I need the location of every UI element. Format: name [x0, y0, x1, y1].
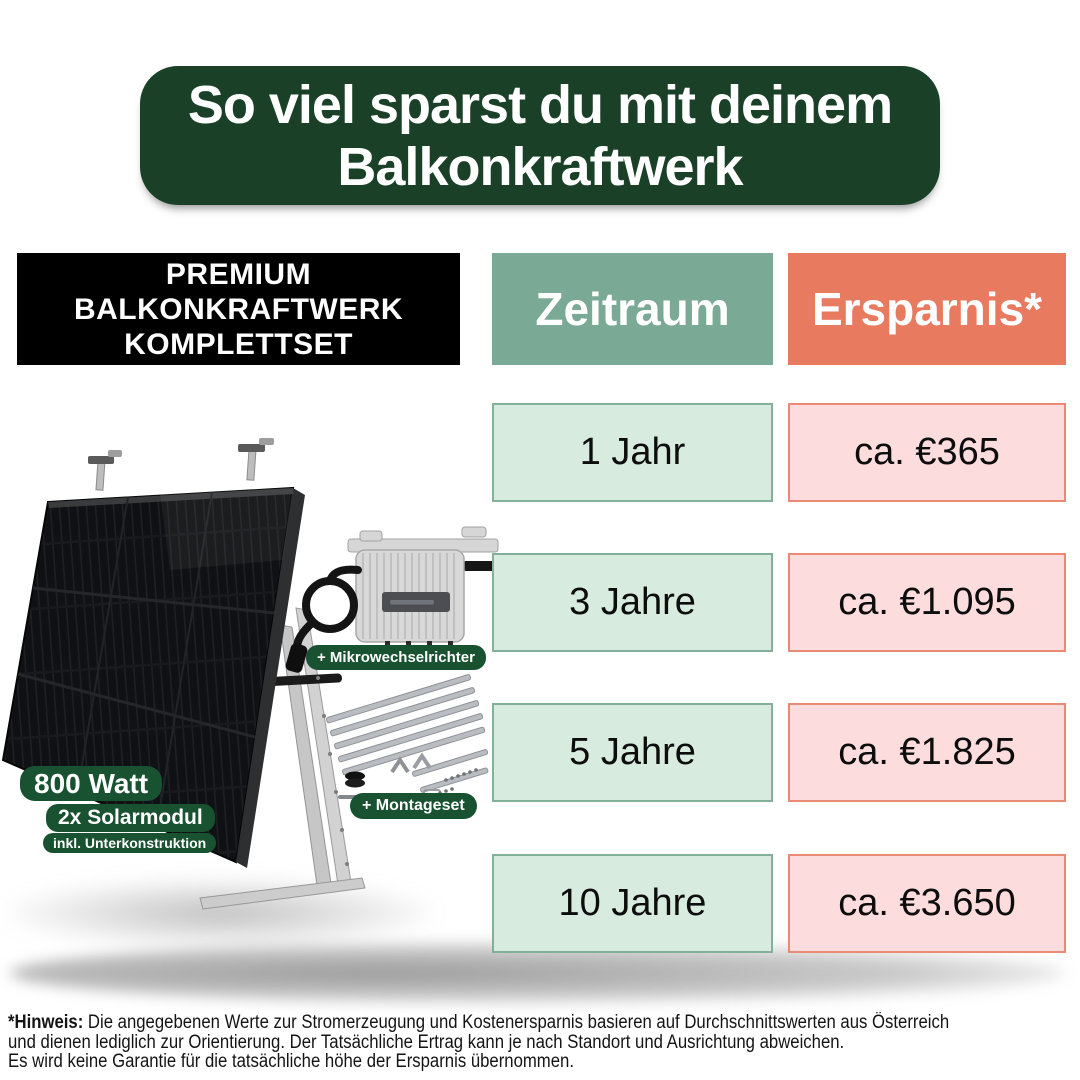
- panel-clamps: [88, 438, 274, 491]
- table-cell-savings-1: ca. €365: [788, 403, 1066, 502]
- table-cell-savings-3: ca. €1.825: [788, 703, 1066, 802]
- title-line-2: Balkonkraftwerk: [337, 136, 743, 197]
- product-header-line-3: KOMPLETTSET: [124, 327, 353, 361]
- mounting-badge: + Montageset: [350, 793, 477, 819]
- column-header-ersparnis: Ersparnis*: [788, 253, 1066, 365]
- inverter-badge: + Mikrowechselrichter: [306, 645, 486, 670]
- product-header: PREMIUM BALKONKRAFTWERK KOMPLETTSET: [17, 253, 460, 365]
- product-shadow: [5, 878, 435, 948]
- footnote: *Hinweis: Die angegebenen Werte zur Stro…: [8, 1013, 1064, 1072]
- column-header-zeitraum: Zeitraum: [492, 253, 773, 365]
- table-cell-savings-4: ca. €3.650: [788, 854, 1066, 953]
- title-banner: So viel sparst du mit deinem Balkonkraft…: [140, 66, 940, 205]
- wattage-badge: 800 Watt: [20, 766, 163, 801]
- table-cell-period-4: 10 Jahre: [492, 854, 773, 953]
- table-cell-savings-2: ca. €1.095: [788, 553, 1066, 652]
- mounting-rails-image: [325, 674, 489, 801]
- product-header-line-1: PREMIUM: [165, 257, 312, 291]
- footnote-line-2: und dienen lediglich zur Orientierung. D…: [8, 1031, 845, 1053]
- product-photo: [1, 438, 500, 910]
- table-cell-period-3: 5 Jahre: [492, 703, 773, 802]
- table-cell-period-1: 1 Jahr: [492, 403, 773, 502]
- substructure-badge: inkl. Unterkonstruktion: [43, 833, 217, 853]
- title-line-1: So viel sparst du mit deinem: [187, 74, 893, 135]
- product-header-line-2: BALKONKRAFTWERK: [73, 292, 404, 326]
- footnote-line-1-text: Die angegebenen Werte zur Stromerzeugung…: [83, 1012, 950, 1033]
- footnote-label: *Hinweis:: [8, 1012, 84, 1033]
- modules-badge: 2x Solarmodul: [46, 804, 215, 832]
- table-cell-period-2: 3 Jahre: [492, 553, 773, 652]
- footnote-line-1: *Hinweis: Die angegebenen Werte zur Stro…: [8, 1013, 1064, 1033]
- footnote-line-3: Es wird keine Garantie für die tatsächli…: [8, 1051, 574, 1072]
